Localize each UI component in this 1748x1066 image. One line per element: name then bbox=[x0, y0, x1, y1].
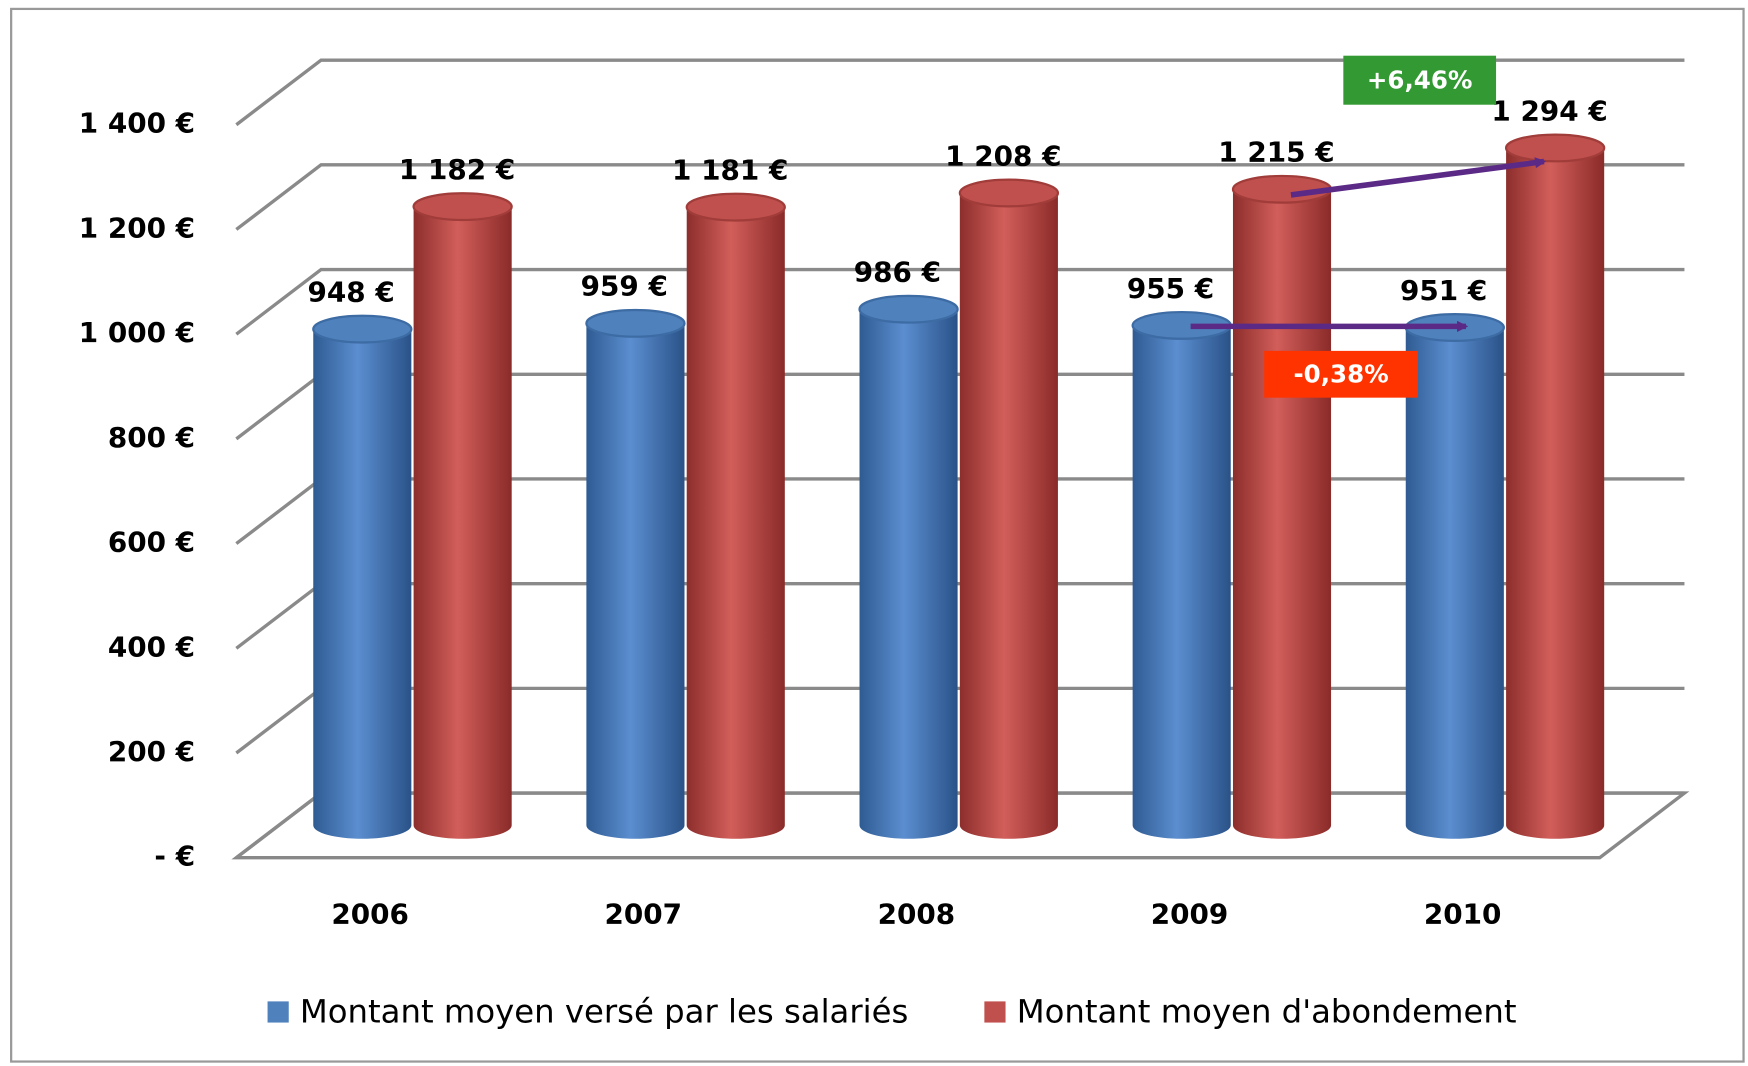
annotation: +6,46% bbox=[1367, 65, 1473, 94]
annotation-box bbox=[1264, 350, 1419, 398]
x-tick-label: 2009 bbox=[1151, 898, 1229, 931]
annotation: -0,38% bbox=[1293, 359, 1388, 388]
y-tick-label: 600 € bbox=[108, 526, 195, 559]
value-label: 955 € bbox=[1127, 272, 1214, 305]
bar bbox=[412, 192, 513, 839]
bar-body bbox=[1232, 189, 1332, 839]
bar bbox=[1404, 313, 1505, 839]
grid-line bbox=[235, 58, 1685, 127]
bar-body bbox=[586, 323, 685, 839]
bar-top bbox=[312, 314, 413, 344]
bar-body bbox=[313, 329, 412, 839]
value-label: 951 € bbox=[1400, 274, 1487, 307]
legend-swatch bbox=[267, 1001, 289, 1023]
bar bbox=[585, 308, 686, 839]
value-label: 1 215 € bbox=[1218, 136, 1334, 169]
bar bbox=[312, 314, 413, 839]
bar-body bbox=[413, 206, 512, 839]
value-label: 1 294 € bbox=[1491, 94, 1607, 127]
legend-swatch bbox=[984, 1001, 1006, 1023]
bar-body bbox=[1506, 147, 1605, 839]
bar-top bbox=[685, 192, 786, 222]
y-tick-label: 200 € bbox=[108, 735, 195, 768]
bar-body bbox=[1405, 327, 1504, 839]
bar bbox=[958, 178, 1060, 839]
legend-label: Montant moyen d'abondement bbox=[1017, 993, 1517, 1031]
value-label: 948 € bbox=[308, 275, 395, 308]
grid-line bbox=[235, 163, 1685, 231]
bar-top bbox=[412, 192, 513, 222]
bar bbox=[1504, 133, 1606, 839]
annotation-box bbox=[1343, 55, 1497, 105]
grid-line bbox=[235, 267, 1685, 336]
bar-top bbox=[958, 178, 1060, 208]
bar bbox=[858, 294, 959, 839]
y-tick-label: 1 400 € bbox=[79, 107, 195, 140]
x-tick-label: 2008 bbox=[878, 898, 956, 931]
bar-body bbox=[959, 192, 1058, 839]
x-tick-label: 2007 bbox=[604, 898, 682, 931]
value-label: 1 208 € bbox=[945, 139, 1061, 172]
bar-body bbox=[686, 207, 785, 839]
bar-body bbox=[859, 309, 958, 839]
x-tick-label: 2010 bbox=[1424, 898, 1502, 931]
bar-top bbox=[858, 294, 959, 324]
value-label: 959 € bbox=[581, 270, 668, 303]
value-label: 1 182 € bbox=[399, 153, 515, 186]
value-label: 1 181 € bbox=[672, 153, 788, 186]
arrow bbox=[1290, 157, 1547, 198]
y-tick-label: 1 000 € bbox=[79, 316, 195, 349]
bar-top bbox=[585, 308, 686, 338]
legend-label: Montant moyen versé par les salariés bbox=[300, 993, 908, 1031]
y-tick-label: 400 € bbox=[108, 630, 195, 663]
y-tick-label: 1 200 € bbox=[79, 211, 195, 244]
y-tick-label: 800 € bbox=[108, 421, 195, 454]
x-tick-label: 2006 bbox=[331, 898, 409, 931]
bar bbox=[1231, 174, 1333, 839]
bar-top bbox=[1504, 133, 1606, 163]
bar bbox=[685, 192, 786, 839]
y-tick-label: - € bbox=[154, 840, 195, 873]
value-label: 986 € bbox=[854, 256, 941, 289]
bar-body bbox=[1132, 325, 1231, 839]
bar bbox=[1131, 310, 1232, 839]
